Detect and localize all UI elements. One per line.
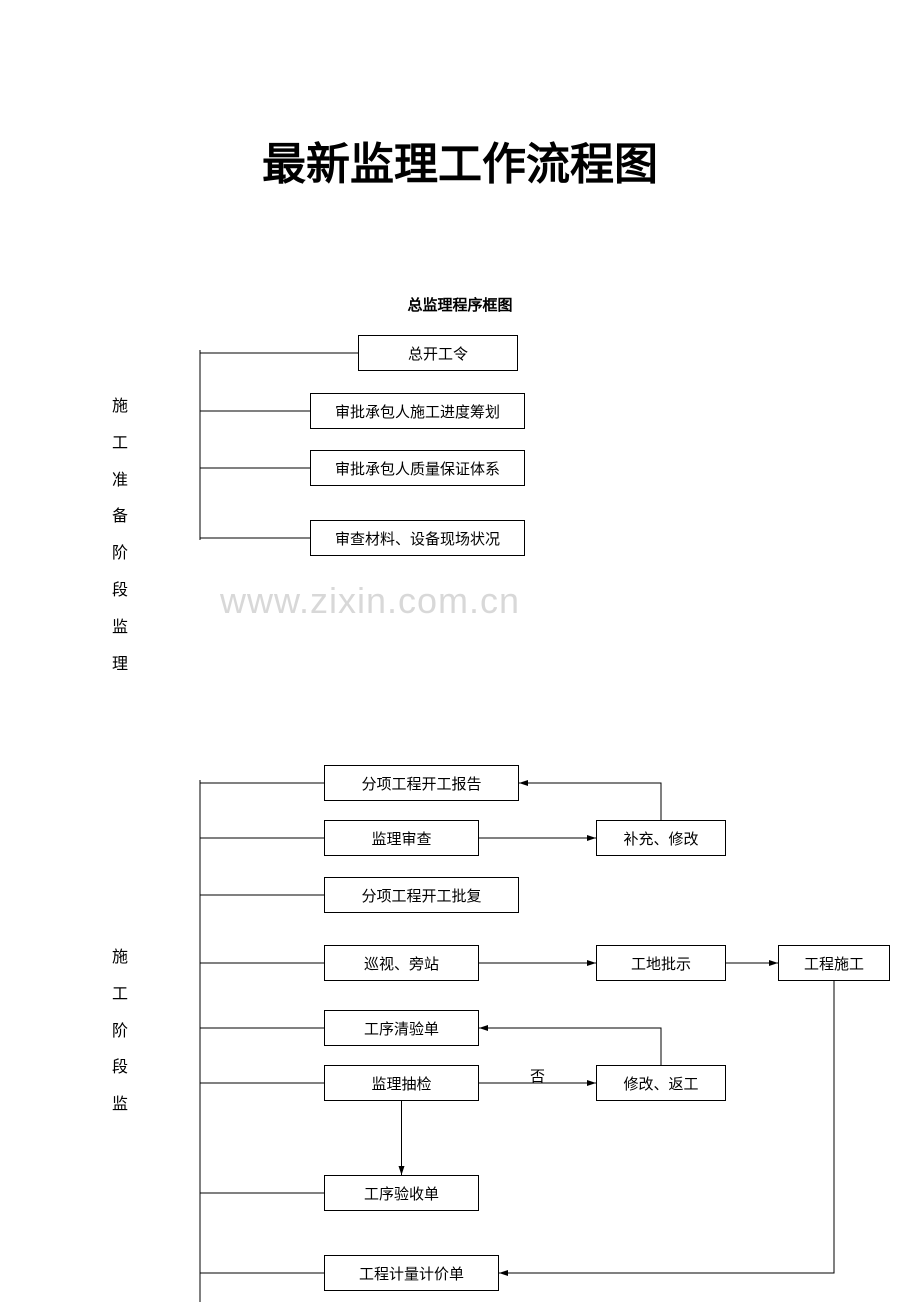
flow-box-s2b2: 监理审查 <box>324 820 479 856</box>
flow-box-s1b1: 总开工令 <box>358 335 518 371</box>
flow-box-s2b7: 工程施工 <box>778 945 890 981</box>
flow-box-s2b3: 补充、修改 <box>596 820 726 856</box>
decision-label: 否 <box>530 1065 545 1086</box>
flow-box-s2b9: 监理抽检 <box>324 1065 479 1101</box>
flow-box-s2b6: 工地批示 <box>596 945 726 981</box>
flow-box-s2b12: 工程计量计价单 <box>324 1255 499 1291</box>
flow-box-s2b10: 修改、返工 <box>596 1065 726 1101</box>
flow-box-s2b8: 工序清验单 <box>324 1010 479 1046</box>
flow-box-s1b4: 审查材料、设备现场状况 <box>310 520 525 556</box>
flow-box-s2b11: 工序验收单 <box>324 1175 479 1211</box>
flow-box-s1b3: 审批承包人质量保证体系 <box>310 450 525 486</box>
flow-box-s2b5: 巡视、旁站 <box>324 945 479 981</box>
flowchart-svg <box>0 0 920 1302</box>
flow-box-s2b4: 分项工程开工批复 <box>324 877 519 913</box>
flow-box-s1b2: 审批承包人施工进度筹划 <box>310 393 525 429</box>
flow-box-s2b1: 分项工程开工报告 <box>324 765 519 801</box>
